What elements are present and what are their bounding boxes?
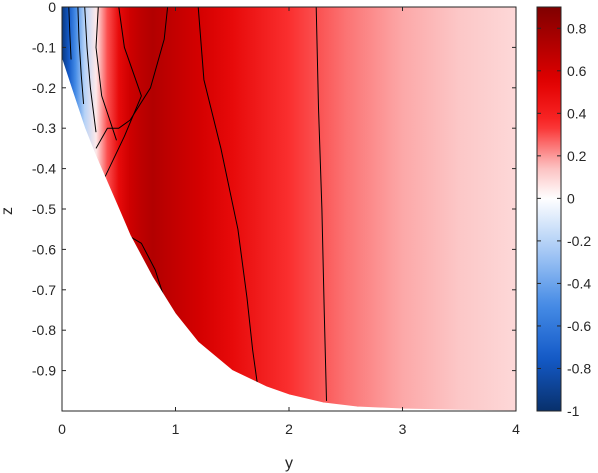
colorbar-tick-label: -0.4 [567,275,591,291]
x-tick-label: 3 [399,421,407,437]
contour-line-6 [95,7,169,149]
colorbar-tick-label: 0.8 [567,20,587,36]
contour-line-4 [95,7,117,141]
y-tick-label: -0.9 [32,363,56,379]
contour-line-3 [84,7,97,133]
colorbar-tick-label: 0 [567,190,575,206]
y-tick-label: -0.5 [32,201,56,217]
colorbar-gradient [537,7,561,411]
colorbar-tick-label: 0.2 [567,148,587,164]
x-tick-label: 1 [172,421,180,437]
colorbar-ticks: 0.8 0.6 0.4 0.2 0 -0.2 -0.4 -0.6 -0.8 -1 [537,20,591,419]
contour-lines [68,7,327,401]
domain-boundary [62,59,516,411]
x-tick-label: 0 [58,421,66,437]
contour-line-2 [77,7,85,105]
y-tick-label: 0 [48,0,56,15]
colorbar: 0.8 0.6 0.4 0.2 0 -0.2 -0.4 -0.6 -0.8 -1 [536,6,591,419]
y-tick-label: -0.4 [32,161,56,177]
colorbar-tick-label: -0.6 [567,318,591,334]
colorbar-tick-label: -0.8 [567,360,591,376]
x-tick-label: 2 [285,421,293,437]
y-axis: 0 -0.1 -0.2 -0.3 -0.4 -0.5 -0.6 -0.7 -0.8 -0.9 [32,0,516,379]
contour-line-5 [104,7,142,177]
y-tick-label: -0.7 [32,282,56,298]
y-tick-label: -0.3 [32,120,56,136]
contour-line-8 [315,7,327,401]
y-tick-label: -0.2 [32,80,56,96]
colorbar-tick-label: 0.4 [567,105,587,121]
contour-line-1 [68,7,72,60]
y-axis-label: z [0,207,16,215]
colorbar-tick-label: -1 [567,403,580,419]
colorbar-tick-label: 0.6 [567,63,587,79]
y-tick-label: -0.8 [32,322,56,338]
y-tick-label: -0.6 [32,241,56,257]
contour-line-7 [197,7,258,383]
y-tick-label: -0.1 [32,39,56,55]
x-tick-label: 4 [512,421,520,437]
colorbar-frame [536,6,562,412]
x-axis: 0 1 2 3 4 [58,7,520,437]
x-axis-label: y [285,455,293,472]
colorbar-tick-label: -0.2 [567,233,591,249]
